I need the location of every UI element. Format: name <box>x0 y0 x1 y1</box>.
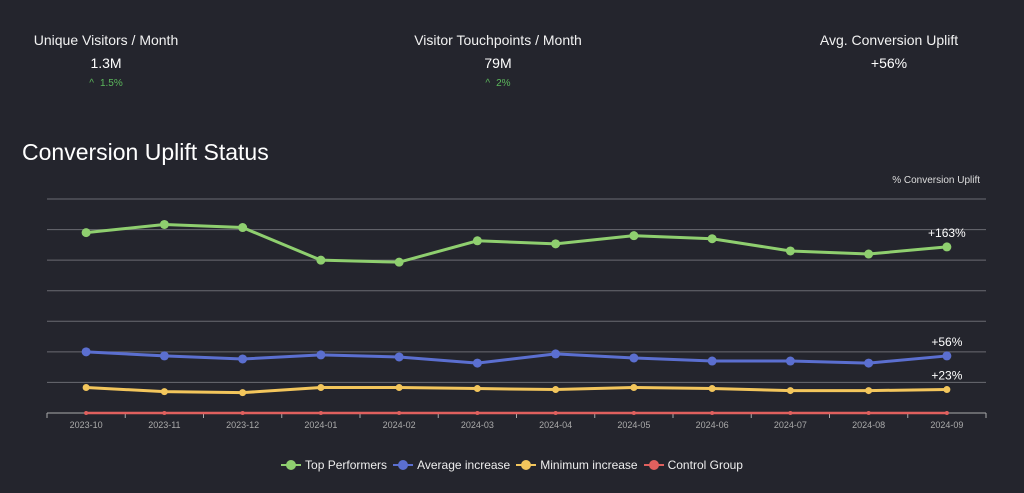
end-data-label: +163% <box>928 226 966 240</box>
legend-item[interactable]: Average increase <box>393 458 510 472</box>
arrow-up-icon: ^ <box>89 78 94 89</box>
data-point <box>238 354 248 364</box>
data-point <box>707 234 717 244</box>
x-tick-label: 2024-07 <box>774 420 807 430</box>
data-point <box>629 353 639 363</box>
data-point <box>786 387 794 395</box>
data-point <box>240 411 245 415</box>
data-point <box>865 387 873 395</box>
end-data-label: +23% <box>931 369 962 383</box>
kpi-touchpoints: Visitor Touchpoints / Month 79M ^ 2% <box>378 32 618 89</box>
data-point <box>785 356 795 366</box>
data-point <box>708 385 716 393</box>
x-tick-label: 2024-09 <box>930 420 963 430</box>
data-point <box>397 411 402 415</box>
data-point <box>629 231 639 241</box>
data-point <box>316 255 326 265</box>
data-point <box>866 411 871 415</box>
legend-marker-icon <box>393 460 414 470</box>
x-tick-label: 2024-02 <box>383 420 416 430</box>
legend: Top Performers Average increase Minimum in… <box>0 455 1024 472</box>
data-point <box>788 411 793 415</box>
kpi-title: Visitor Touchpoints / Month <box>414 32 582 48</box>
kpi-value: +56% <box>870 55 908 71</box>
series-line-top-performers <box>85 222 948 264</box>
kpi-delta: ^ 1.5% <box>0 78 226 89</box>
kpi-value: 79M <box>484 55 512 71</box>
data-point <box>159 219 169 229</box>
kpi-delta-value: 1.5% <box>99 78 123 89</box>
data-point <box>475 411 480 415</box>
x-tick-label: 2023-10 <box>70 420 103 430</box>
legend-label: Average increase <box>417 458 511 472</box>
data-point <box>472 358 482 368</box>
data-point <box>81 347 91 357</box>
kpi-delta: ^ 2% <box>378 78 618 89</box>
kpi-title: Avg. Conversion Uplift <box>819 32 959 48</box>
data-point <box>864 249 874 259</box>
legend-label: Top Performers <box>305 458 388 472</box>
series-line-minimum-increase <box>86 386 947 395</box>
x-tick-label: 2024-03 <box>461 420 494 430</box>
kpi-avg-uplift: Avg. Conversion Uplift +56% <box>769 32 1009 71</box>
arrow-up-icon: ^ <box>485 78 491 89</box>
data-point <box>160 388 168 396</box>
data-point <box>238 223 248 233</box>
legend-marker-icon <box>643 460 664 470</box>
kpi-title: Unique Visitors / Month <box>33 32 179 48</box>
data-point <box>81 228 91 238</box>
data-point <box>551 239 561 249</box>
data-point <box>82 384 90 392</box>
data-point <box>630 384 638 392</box>
kpi-unique-visitors: Unique Visitors / Month 1.3M ^ 1.5% <box>0 32 226 89</box>
data-point <box>944 411 949 415</box>
legend-marker-icon <box>516 460 537 470</box>
x-tick-label: 2024-08 <box>852 420 885 430</box>
data-point <box>162 411 167 415</box>
x-tick-label: 2024-01 <box>304 420 337 430</box>
x-tick-label: 2023-11 <box>148 420 180 430</box>
data-point <box>785 246 795 256</box>
x-tick-label: 2024-06 <box>696 420 729 430</box>
legend-item[interactable]: Control Group <box>643 458 743 472</box>
data-point <box>553 411 558 415</box>
data-point <box>710 411 715 415</box>
data-point <box>472 236 482 246</box>
data-point <box>942 242 952 252</box>
end-data-label: +56% <box>931 335 962 349</box>
data-point <box>552 386 560 394</box>
legend-label: Control Group <box>667 458 743 472</box>
data-point <box>316 350 326 360</box>
data-point <box>394 352 404 362</box>
data-point <box>395 384 403 392</box>
data-point <box>864 358 874 368</box>
data-point <box>84 411 89 415</box>
data-point <box>551 349 561 359</box>
series-line-average-increase <box>86 350 948 365</box>
kpi-value: 1.3M <box>90 55 122 71</box>
x-tick-label: 2023-12 <box>226 420 259 430</box>
legend-item[interactable]: Top Performers <box>281 458 387 472</box>
data-point <box>317 384 325 392</box>
legend-label: Minimum increase <box>540 458 638 472</box>
data-point <box>707 356 717 366</box>
chart-title: Conversion Uplift Status <box>22 139 269 165</box>
y-axis-label: % Conversion Uplift <box>892 175 980 186</box>
data-point <box>239 389 247 397</box>
x-tick-label: 2024-04 <box>539 420 572 430</box>
legend-item[interactable]: Minimum increase <box>516 458 638 472</box>
kpi-delta-value: 2% <box>496 78 511 89</box>
legend-marker-icon <box>281 460 302 470</box>
x-tick-label: 2024-05 <box>617 420 650 430</box>
data-point <box>394 257 404 267</box>
data-point <box>943 386 951 394</box>
data-point <box>159 351 169 361</box>
data-point <box>631 411 636 415</box>
data-point <box>942 351 952 361</box>
data-point <box>473 385 481 393</box>
data-point <box>318 411 323 415</box>
